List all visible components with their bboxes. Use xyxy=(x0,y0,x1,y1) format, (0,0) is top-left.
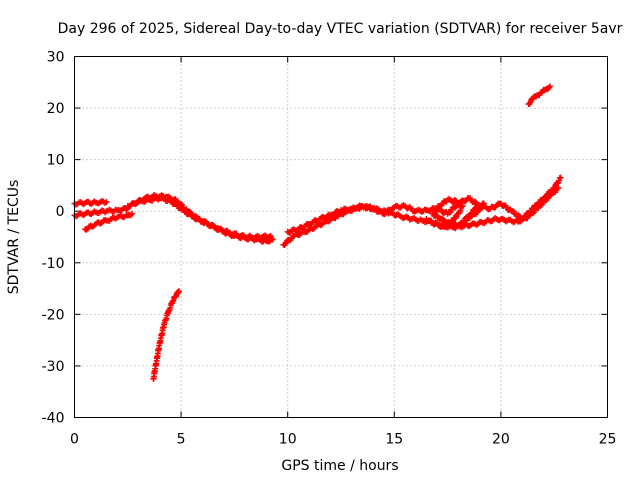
data-point xyxy=(269,236,276,243)
data-point xyxy=(129,210,136,217)
plot-frame xyxy=(74,56,608,418)
data-point xyxy=(267,232,274,239)
data-points xyxy=(71,83,564,382)
data-point xyxy=(186,208,193,215)
x-tick-label: 10 xyxy=(279,432,297,448)
x-tick-label: 0 xyxy=(70,432,79,448)
data-point xyxy=(446,209,453,216)
y-tick-label: 20 xyxy=(47,101,65,117)
data-point xyxy=(439,215,446,222)
y-tick-label: 0 xyxy=(56,204,65,220)
grid-lines xyxy=(74,56,608,418)
data-point xyxy=(471,198,478,205)
x-axis-label: GPS time / hours xyxy=(281,458,398,474)
data-point xyxy=(461,215,468,222)
y-tick-label: 10 xyxy=(47,153,65,169)
chart-title: Day 296 of 2025, Sidereal Day-to-day VTE… xyxy=(58,21,623,37)
data-point xyxy=(175,288,182,295)
y-tick-label: -30 xyxy=(42,359,65,375)
data-point xyxy=(557,174,564,181)
data-point xyxy=(178,201,185,208)
tick-labels: 0 5 10 15 20 25 -40 -30 -20 -10 0 10 20 30 xyxy=(42,50,617,448)
y-tick-label: 30 xyxy=(47,50,65,66)
y-tick-label: -10 xyxy=(42,256,65,272)
data-point xyxy=(546,83,553,90)
data-point xyxy=(479,202,486,209)
x-tick-label: 25 xyxy=(599,432,617,448)
data-point xyxy=(173,197,180,204)
data-point xyxy=(515,212,522,219)
data-point xyxy=(534,202,541,209)
x-tick-label: 20 xyxy=(492,432,510,448)
y-tick-label: -40 xyxy=(42,411,65,427)
y-axis-label: SDTVAR / TECUs xyxy=(6,180,22,295)
data-point xyxy=(529,205,536,212)
y-tick-label: -20 xyxy=(42,307,65,323)
x-tick-label: 5 xyxy=(177,432,186,448)
x-tick-label: 15 xyxy=(385,432,403,448)
data-point xyxy=(103,198,110,205)
